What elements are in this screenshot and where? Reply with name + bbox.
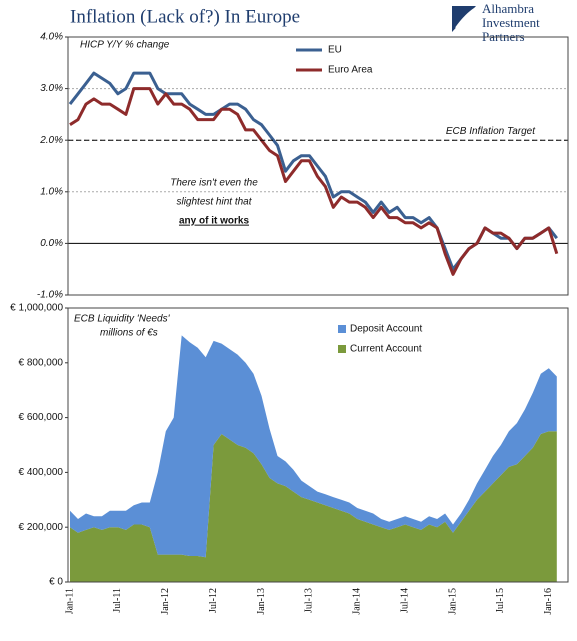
- y-tick-label: € 0: [49, 577, 63, 588]
- x-tick-label: Jan-15: [447, 588, 458, 615]
- y-tick-label: 3.0%: [40, 83, 63, 94]
- chart-title: Inflation (Lack of?) In Europe: [70, 6, 300, 27]
- x-tick-label: Jan-16: [543, 588, 554, 615]
- x-tick-label: Jan-12: [160, 588, 171, 615]
- legend-label: Euro Area: [328, 65, 373, 76]
- x-tick-label: Jul-15: [495, 588, 506, 613]
- area-series: [70, 431, 557, 582]
- plot-frame: [67, 36, 569, 296]
- annotation: any of it works: [179, 216, 249, 227]
- x-tick-label: Jul-12: [208, 588, 219, 613]
- logo-text: Partners: [482, 29, 525, 44]
- x-tick-label: Jul-13: [304, 588, 315, 613]
- logo-text: Alhambra: [482, 1, 534, 16]
- x-tick-label: Jan-13: [256, 588, 267, 615]
- annotation: ECB Liquidity 'Needs': [74, 314, 171, 325]
- y-tick-label: € 1,000,000: [10, 303, 63, 314]
- x-tick-label: Jan-11: [64, 588, 75, 614]
- x-tick-label: Jul-11: [112, 588, 123, 613]
- y-tick-label: 1.0%: [40, 186, 63, 197]
- annotation: slightest hint that: [176, 197, 252, 208]
- y-tick-label: 0.0%: [40, 238, 63, 249]
- legend-label: Deposit Account: [350, 324, 422, 335]
- y-tick-label: € 400,000: [19, 467, 64, 478]
- logo-text: Investment: [482, 15, 540, 30]
- annotation: There isn't even the: [170, 178, 258, 189]
- subtitle: HICP Y/Y % change: [80, 40, 170, 51]
- area-series: [70, 335, 557, 558]
- line-series: [69, 87, 559, 276]
- x-tick-label: Jul-14: [399, 588, 410, 613]
- legend-swatch: [338, 325, 346, 333]
- x-tick-label: Jan-14: [352, 588, 363, 615]
- y-tick-label: -1.0%: [37, 290, 63, 301]
- y-tick-label: 4.0%: [40, 32, 63, 43]
- y-tick-label: € 800,000: [19, 357, 64, 368]
- logo-icon: [455, 7, 477, 29]
- legend-label: Current Account: [350, 344, 422, 355]
- y-tick-label: € 200,000: [19, 522, 64, 533]
- plot-frame: [67, 307, 569, 583]
- y-tick-label: 2.0%: [39, 135, 63, 146]
- reference-label: ECB Inflation Target: [446, 126, 536, 137]
- legend-swatch: [338, 345, 346, 353]
- legend-label: EU: [328, 45, 342, 56]
- annotation: millions of €s: [100, 328, 158, 339]
- y-tick-label: € 600,000: [19, 412, 64, 423]
